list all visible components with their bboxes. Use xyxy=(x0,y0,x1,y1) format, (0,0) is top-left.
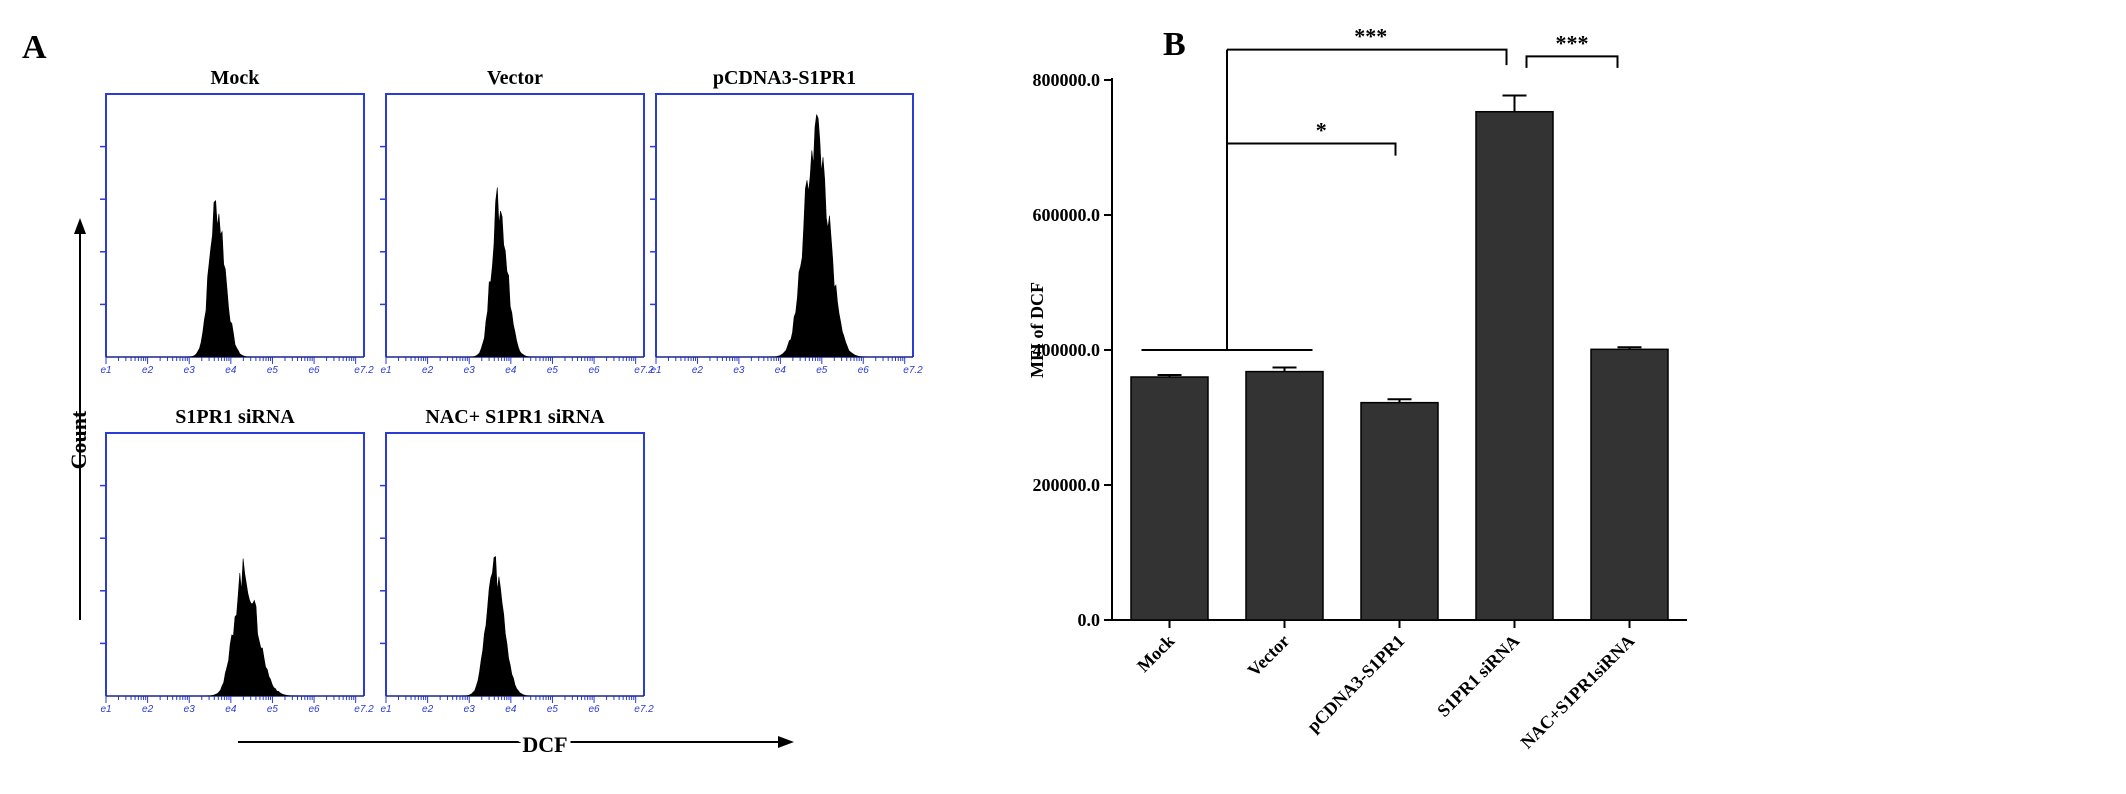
histogram-tick-label: e6 xyxy=(309,704,321,715)
histogram-tick-label: e2 xyxy=(422,365,434,376)
dcf-axis: DCF xyxy=(238,728,794,761)
histogram-tick-label: e2 xyxy=(422,704,434,715)
histogram-frame xyxy=(105,432,365,696)
bar xyxy=(1360,401,1439,621)
bar xyxy=(1245,370,1324,621)
count-arrow-head xyxy=(74,218,86,234)
bar xyxy=(1590,348,1669,621)
histogram-tick-label: e1 xyxy=(380,704,391,715)
histogram-peak xyxy=(386,187,644,358)
histogram-tick-label: e4 xyxy=(505,704,517,715)
x-tick-label: S1PR1 siRNA xyxy=(1433,631,1523,721)
histogram-tick-label: e3 xyxy=(184,365,196,376)
significance-label: * xyxy=(1316,117,1327,142)
y-tick-label: 0.0 xyxy=(1078,610,1101,630)
histogram-peak xyxy=(656,114,913,358)
x-tick-label: Mock xyxy=(1133,631,1178,676)
histogram-tick-label: e2 xyxy=(142,365,154,376)
histogram-tick-label: e6 xyxy=(589,704,601,715)
histogram-tick-label: e6 xyxy=(309,365,321,376)
histogram-frame xyxy=(655,93,914,357)
histogram-tick-label: e6 xyxy=(589,365,601,376)
histogram-tick-label: e7.2 xyxy=(354,704,374,715)
histogram-tick-label: e5 xyxy=(267,365,279,376)
histogram-frame xyxy=(385,93,645,357)
y-axis-label: MFI of DCF xyxy=(1027,282,1047,378)
histogram-tick-label: e3 xyxy=(184,704,196,715)
histogram-title: NAC+ S1PR1 siRNA xyxy=(425,406,605,428)
histogram-tick-label: e1 xyxy=(380,365,391,376)
histogram-panel: Vector e1 e2 e3 e4 e5 e6 e7.2 xyxy=(380,67,654,376)
histogram-tick-label: e4 xyxy=(505,365,517,376)
panel-a-label: A xyxy=(22,29,47,66)
histogram-tick-label: e7.2 xyxy=(634,704,654,715)
count-axis: Count xyxy=(66,218,91,620)
histogram-tick-label: e5 xyxy=(547,365,559,376)
histogram-peak xyxy=(386,556,644,697)
histogram-tick-label: e4 xyxy=(775,365,787,376)
histogram-tick-label: e3 xyxy=(464,365,476,376)
histogram-tick-label: e2 xyxy=(692,365,704,376)
histogram-tick-label: e5 xyxy=(547,704,559,715)
x-tick-label: Vector xyxy=(1244,631,1294,681)
panel-a-histograms: Mock e1 e2 e3 e4 e5 e6 e7.2 Vector e1 e2 e3 e4 e5 e6 e7… xyxy=(100,67,923,715)
histogram-title: pCDNA3-S1PR1 xyxy=(713,67,856,89)
histogram-panel: pCDNA3-S1PR1 e1 e2 e3 e4 e5 e6 e7.2 xyxy=(650,67,923,376)
histogram-tick-label: e6 xyxy=(858,365,870,376)
histogram-peak xyxy=(106,558,364,697)
histogram-tick-label: e7.2 xyxy=(903,365,923,376)
x-tick-label: NAC+S1PR1siRNA xyxy=(1517,631,1639,753)
histogram-tick-label: e1 xyxy=(100,704,111,715)
histogram-frame xyxy=(385,432,645,696)
histogram-tick-label: e2 xyxy=(142,704,154,715)
histogram-peak xyxy=(106,199,364,358)
bar xyxy=(1130,376,1209,621)
panel-b-bar-chart: 0.0 200000.0 400000.0 600000.0 800000.0 MFI o… xyxy=(1027,24,1687,753)
significance-label: *** xyxy=(1354,24,1387,49)
y-tick-label: 600000.0 xyxy=(1033,205,1101,225)
histogram-title: Vector xyxy=(487,67,543,89)
histogram-panel: S1PR1 siRNA e1 e2 e3 e4 e5 e6 e7.2 xyxy=(100,406,374,715)
histogram-tick-label: e5 xyxy=(816,365,828,376)
y-tick-label: 400000.0 xyxy=(1033,340,1101,360)
significance-bracket xyxy=(1227,48,1508,66)
histogram-tick-label: e4 xyxy=(225,365,237,376)
histogram-tick-label: e7.2 xyxy=(634,365,654,376)
significance-label: *** xyxy=(1556,30,1589,55)
histogram-title: S1PR1 siRNA xyxy=(175,406,295,428)
histogram-tick-label: e1 xyxy=(650,365,661,376)
panel-b-label: B xyxy=(1163,26,1186,63)
y-tick-label: 200000.0 xyxy=(1033,475,1101,495)
histogram-title: Mock xyxy=(211,67,261,89)
histogram-panel: NAC+ S1PR1 siRNA e1 e2 e3 e4 e5 e6 e7.2 xyxy=(380,406,654,715)
histogram-tick-label: e3 xyxy=(464,704,476,715)
dcf-arrow-head xyxy=(778,736,794,748)
y-tick-label: 800000.0 xyxy=(1033,70,1101,90)
histogram-tick-label: e7.2 xyxy=(354,365,374,376)
count-label: Count xyxy=(66,410,91,469)
bar xyxy=(1475,110,1554,621)
x-tick-label: pCDNA3-S1PR1 xyxy=(1303,631,1408,736)
significance-bracket xyxy=(1525,55,1619,68)
histogram-tick-label: e1 xyxy=(100,365,111,376)
histogram-panel: Mock e1 e2 e3 e4 e5 e6 e7.2 xyxy=(100,67,374,376)
histogram-tick-label: e5 xyxy=(267,704,279,715)
histogram-frame xyxy=(105,93,365,357)
histogram-tick-label: e3 xyxy=(733,365,745,376)
dcf-label: DCF xyxy=(522,732,567,757)
histogram-tick-label: e4 xyxy=(225,704,237,715)
significance-bracket xyxy=(1227,142,1397,156)
